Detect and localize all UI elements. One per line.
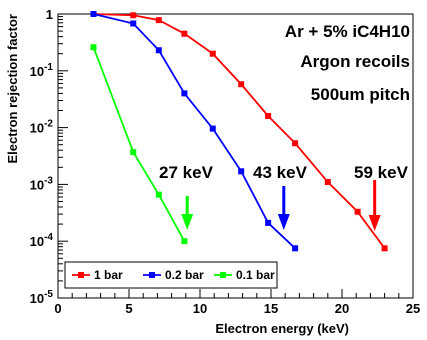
- data-point: [181, 90, 187, 96]
- y-tick-label: 10-3: [30, 175, 54, 192]
- data-point: [210, 51, 216, 57]
- data-point: [355, 209, 361, 215]
- legend-swatch-marker: [78, 272, 84, 278]
- y-tick-label: 10-1: [30, 62, 54, 79]
- data-point: [292, 245, 298, 251]
- data-point: [130, 21, 136, 27]
- arrow-label: 59 keV: [354, 163, 409, 182]
- x-tick-label: 20: [335, 301, 349, 316]
- data-point: [325, 179, 331, 185]
- annotation-2: 500um pitch: [311, 85, 410, 104]
- annotation-1: Argon recoils: [300, 52, 410, 71]
- x-tick-label: 10: [193, 301, 207, 316]
- arrow-head: [278, 214, 290, 230]
- series-0: [91, 11, 388, 251]
- legend-label: 0.1 bar: [236, 268, 275, 282]
- legend-label: 0.2 bar: [165, 268, 204, 282]
- data-point: [91, 11, 97, 17]
- x-axis-title: Electron energy (keV): [215, 321, 349, 336]
- data-point: [210, 126, 216, 132]
- data-point: [238, 81, 244, 87]
- data-point: [156, 17, 162, 23]
- y-tick-label: 10-5: [30, 289, 54, 306]
- legend: 1 bar 0.2 bar 0.1 bar: [65, 262, 277, 288]
- series-line: [94, 14, 296, 248]
- energy-arrow-1: 43 keV: [253, 163, 308, 230]
- arrow-head: [181, 214, 193, 230]
- series-line: [94, 14, 385, 248]
- arrow-label: 27 keV: [159, 163, 214, 182]
- data-point: [156, 47, 162, 53]
- x-tick-label: 0: [54, 301, 61, 316]
- data-point: [265, 113, 271, 119]
- arrow-label: 43 keV: [253, 163, 308, 182]
- data-point: [265, 220, 271, 226]
- data-point: [156, 192, 162, 198]
- legend-label: 1 bar: [94, 268, 123, 282]
- annotation-0: Ar + 5% iC4H10: [285, 22, 410, 41]
- y-tick-label: 10-2: [30, 119, 54, 136]
- data-point: [181, 31, 187, 37]
- data-point: [130, 12, 136, 18]
- series-line: [94, 47, 185, 241]
- legend-swatch-marker: [220, 272, 226, 278]
- x-tick-label: 25: [406, 301, 420, 316]
- y-axis-title: Electron rejection factor: [5, 14, 20, 164]
- series-1: [91, 11, 299, 251]
- y-tick-label: 10-4: [30, 232, 54, 249]
- data-point: [382, 245, 388, 251]
- x-tick-label: 15: [264, 301, 278, 316]
- data-point: [181, 238, 187, 244]
- data-point: [91, 44, 97, 50]
- energy-arrow-2: 59 keV: [354, 163, 409, 231]
- data-point: [238, 168, 244, 174]
- data-point: [292, 140, 298, 146]
- data-point: [130, 149, 136, 155]
- legend-swatch-marker: [149, 272, 155, 278]
- energy-arrow-0: 27 keV: [159, 163, 214, 230]
- x-tick-label: 5: [125, 301, 132, 316]
- y-tick-label: 1: [46, 7, 53, 22]
